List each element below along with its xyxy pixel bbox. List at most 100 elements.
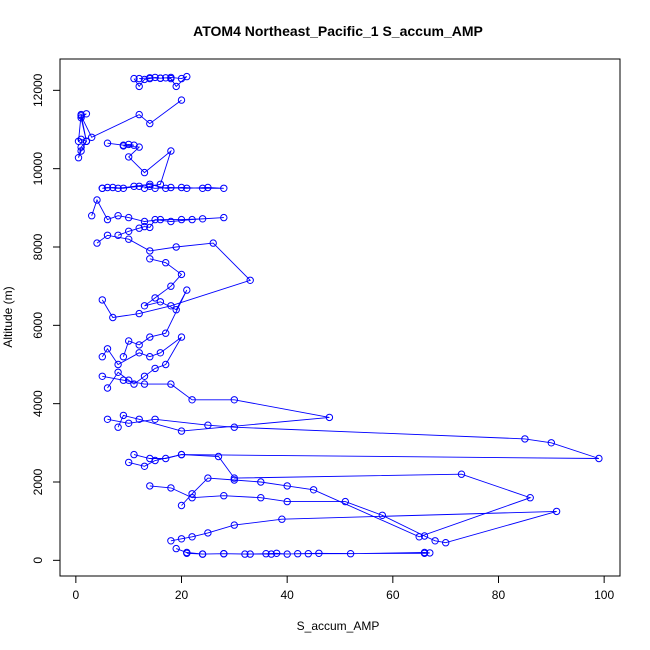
data-point xyxy=(77,143,85,151)
data-point xyxy=(98,353,107,361)
data-point xyxy=(325,413,334,422)
data-point xyxy=(114,360,122,369)
data-point xyxy=(103,384,112,392)
x-tick-label: 60 xyxy=(386,588,400,602)
series-line-7 xyxy=(122,258,188,357)
data-point xyxy=(162,360,170,369)
data-point xyxy=(177,183,186,192)
data-point xyxy=(146,74,154,83)
x-axis: 0 20 40 60 80 100 xyxy=(73,575,614,602)
data-point xyxy=(278,515,286,523)
data-point xyxy=(98,296,107,304)
data-point xyxy=(98,184,107,193)
series-line-5 xyxy=(91,198,224,236)
data-point xyxy=(140,380,149,388)
data-point xyxy=(146,255,154,263)
data-point xyxy=(183,286,191,294)
data-point xyxy=(135,415,143,423)
data-point xyxy=(151,73,159,82)
data-point xyxy=(140,75,149,84)
data-point xyxy=(272,549,281,557)
data-point xyxy=(220,550,228,558)
data-point xyxy=(220,492,228,500)
data-point xyxy=(204,421,212,429)
data-point xyxy=(283,497,291,506)
data-point xyxy=(119,411,128,420)
x-tick-label: 80 xyxy=(492,588,506,602)
data-point xyxy=(188,215,196,224)
data-point xyxy=(262,550,270,558)
series-line-3 xyxy=(107,142,172,189)
y-tick-label: 6000 xyxy=(31,312,45,339)
series-line-6 xyxy=(96,234,252,318)
data-point xyxy=(146,223,154,232)
data-point xyxy=(177,501,186,510)
data-point xyxy=(135,182,143,191)
data-points xyxy=(74,72,603,558)
series-line-2 xyxy=(77,99,182,158)
data-point xyxy=(125,458,133,467)
data-point xyxy=(183,72,191,81)
data-point xyxy=(214,452,223,461)
data-point xyxy=(151,415,159,423)
data-point xyxy=(156,215,165,224)
data-point xyxy=(420,549,429,557)
data-point xyxy=(156,74,165,82)
y-tick-label: 10000 xyxy=(31,152,45,186)
series-line-12 xyxy=(149,485,557,544)
x-tick-label: 0 xyxy=(73,588,80,602)
data-point xyxy=(167,484,175,492)
data-point xyxy=(230,423,239,431)
data-point xyxy=(167,183,175,192)
data-point xyxy=(140,302,149,310)
data-point xyxy=(114,184,122,193)
x-tick-label: 20 xyxy=(175,588,189,602)
data-point xyxy=(103,215,112,224)
data-point xyxy=(552,507,561,516)
data-point xyxy=(162,184,170,193)
data-point xyxy=(130,380,138,388)
data-point xyxy=(125,376,133,384)
chart-title: ATOM4 Northeast_Pacific_1 S_accum_AMP xyxy=(193,23,483,39)
series-line-9 xyxy=(102,375,330,432)
data-point xyxy=(230,476,239,484)
data-point xyxy=(151,215,159,224)
data-point xyxy=(103,183,112,192)
data-point xyxy=(442,539,450,547)
data-point xyxy=(114,231,122,240)
data-point xyxy=(156,298,165,306)
data-point xyxy=(151,294,159,302)
data-point xyxy=(172,82,180,91)
data-point xyxy=(119,376,128,384)
data-point xyxy=(346,550,355,558)
data-point xyxy=(230,521,239,529)
data-point xyxy=(415,533,423,541)
y-axis-label: Altitude (m) xyxy=(1,286,15,347)
data-point xyxy=(167,537,175,545)
data-point xyxy=(135,74,143,83)
data-point xyxy=(125,337,133,345)
data-point xyxy=(98,372,107,380)
data-point xyxy=(130,182,138,191)
series-line-13 xyxy=(176,548,430,555)
data-point xyxy=(457,470,466,478)
data-point xyxy=(135,309,143,318)
series-line-4 xyxy=(102,183,224,189)
data-point xyxy=(88,212,96,220)
data-point xyxy=(183,184,191,193)
data-point xyxy=(114,423,122,431)
data-point xyxy=(177,427,186,435)
data-point xyxy=(77,110,85,119)
data-point xyxy=(77,114,85,122)
data-point xyxy=(125,419,133,427)
data-point xyxy=(341,497,349,506)
data-point xyxy=(177,96,186,104)
data-point xyxy=(88,133,96,142)
data-point xyxy=(130,141,138,149)
series-line-11 xyxy=(133,454,532,538)
data-point xyxy=(246,276,254,284)
data-point xyxy=(125,227,133,236)
data-point xyxy=(167,147,175,155)
data-point xyxy=(177,270,186,279)
data-point xyxy=(283,550,291,558)
